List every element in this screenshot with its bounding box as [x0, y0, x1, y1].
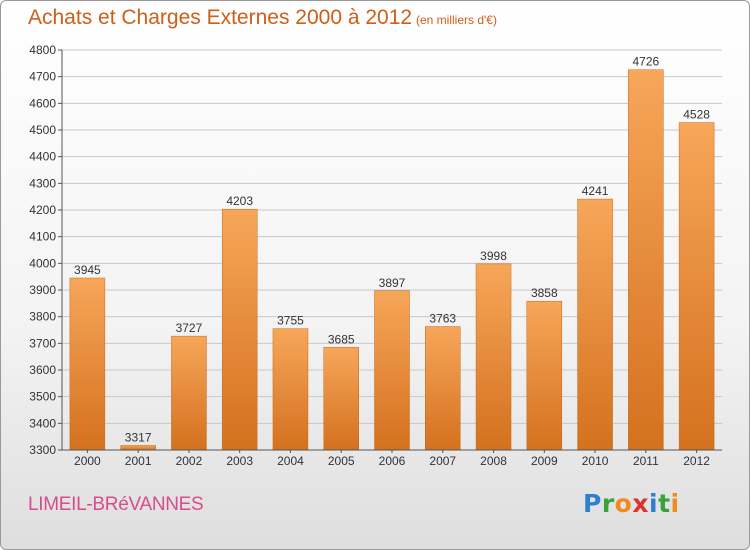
- bar: [425, 326, 461, 451]
- x-tick-label: 2000: [74, 454, 101, 468]
- y-tick-label: 3400: [29, 416, 56, 430]
- y-tick-label: 3600: [29, 363, 56, 377]
- logo-letter: i: [649, 489, 659, 518]
- x-tick-label: 2011: [633, 454, 659, 468]
- bar: [577, 198, 613, 451]
- bar: [678, 122, 715, 451]
- bar: [475, 263, 512, 451]
- chart-subtitle: (en milliers d'€): [416, 13, 497, 27]
- x-tick-label: 2010: [582, 454, 609, 468]
- bar: [69, 277, 106, 451]
- y-tick-label: 4300: [29, 176, 56, 190]
- logo-letter: P: [583, 489, 602, 518]
- bar-value-label: 3727: [176, 321, 203, 335]
- x-tick-label: 2003: [226, 454, 253, 468]
- x-tick-label: 2012: [683, 454, 710, 468]
- x-tick-label: 2007: [429, 454, 456, 468]
- bars: [69, 69, 715, 451]
- bar: [323, 347, 359, 451]
- y-tick-label: 4000: [29, 256, 56, 270]
- bar: [171, 335, 207, 451]
- bar-value-label: 3998: [480, 249, 507, 263]
- bar-value-label: 3945: [74, 263, 101, 277]
- logo-letter: o: [614, 489, 633, 518]
- x-tick-label: 2001: [125, 454, 152, 468]
- bar-value-label: 3317: [125, 430, 152, 444]
- y-tick-label: 4500: [29, 123, 56, 137]
- bar-value-label: 4726: [632, 55, 659, 69]
- bar-value-label: 3897: [379, 276, 406, 290]
- bar-value-label: 4528: [683, 108, 710, 122]
- axes: [58, 49, 722, 453]
- y-tick-label: 3700: [29, 336, 56, 350]
- y-tick-label: 3800: [29, 310, 56, 324]
- bar: [526, 300, 563, 451]
- logo-letter: x: [632, 489, 649, 518]
- x-tick-label: 2004: [277, 454, 304, 468]
- y-tick-label: 4100: [29, 230, 56, 244]
- y-tick-label: 4400: [29, 150, 56, 164]
- bar-value-label: 3858: [531, 286, 558, 300]
- proxiti-logo[interactable]: Proxiti: [583, 489, 680, 518]
- logo-letter: t: [658, 489, 671, 518]
- y-tick-label: 4800: [29, 43, 56, 57]
- x-tick-label: 2005: [328, 454, 355, 468]
- x-tick-label: 2008: [480, 454, 507, 468]
- bar-value-label: 4241: [582, 184, 609, 198]
- bar: [221, 208, 258, 451]
- commune-name: LIMEIL-BRéVANNES: [28, 494, 204, 515]
- bar: [272, 328, 309, 451]
- y-tick-label: 4600: [29, 96, 56, 110]
- bar-value-label: 3685: [328, 332, 355, 346]
- bar-value-label: 4203: [226, 194, 253, 208]
- labels: 3300 3400 3500 3600 3700 3800 3900 4000 4100 4200…: [29, 43, 710, 468]
- bar-value-label: 3755: [277, 314, 304, 328]
- y-tick-label: 4200: [29, 203, 56, 217]
- bar: [374, 290, 410, 451]
- chart-title: Achats et Charges Externes 2000 à 2012: [28, 6, 413, 29]
- x-tick-label: 2002: [176, 454, 203, 468]
- y-tick-label: 4700: [29, 70, 56, 84]
- y-tick-label: 3900: [29, 283, 56, 297]
- logo-letter: r: [601, 489, 615, 518]
- x-tick-label: 2009: [531, 454, 558, 468]
- bar: [628, 69, 664, 451]
- bar: [120, 445, 156, 451]
- y-tick-label: 3300: [29, 443, 56, 457]
- y-tick-label: 3500: [29, 390, 56, 404]
- bar-value-label: 3763: [429, 312, 456, 326]
- x-tick-label: 2006: [379, 454, 406, 468]
- logo-letter: i: [670, 489, 680, 518]
